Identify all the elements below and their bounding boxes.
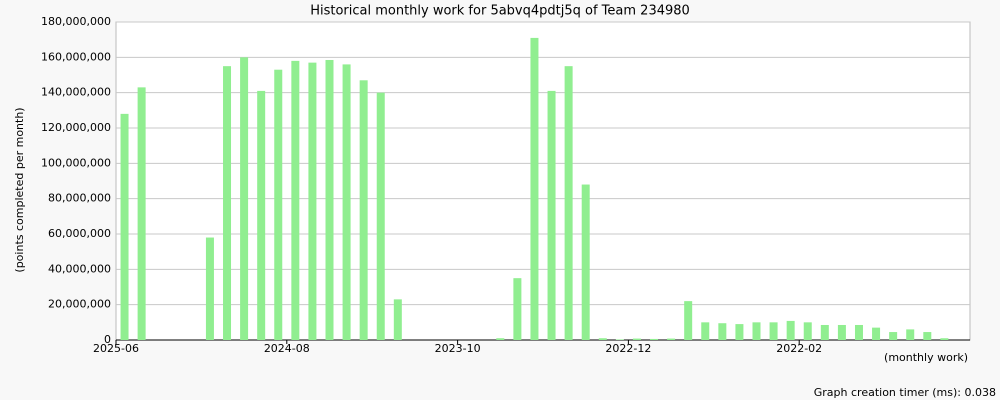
bar — [257, 90, 266, 341]
bar — [342, 64, 351, 341]
bar — [120, 113, 129, 340]
x-tick-label: 2025-06 — [93, 342, 139, 355]
bar — [205, 237, 214, 340]
bar — [769, 322, 778, 340]
y-tick-label: 100,000,000 — [41, 156, 111, 169]
bar — [837, 324, 846, 340]
x-tick-label: 2022-02 — [776, 342, 822, 355]
y-tick-label: 60,000,000 — [48, 227, 111, 240]
x-tick-label: 2024-08 — [264, 342, 310, 355]
bar — [274, 69, 283, 340]
bar — [650, 338, 659, 340]
bar — [291, 60, 300, 340]
y-axis-label: (points completed per month) — [13, 107, 26, 272]
bar — [496, 338, 505, 340]
y-tick-label: 40,000,000 — [48, 262, 111, 275]
bar — [820, 324, 829, 340]
bar — [598, 338, 607, 340]
bar — [667, 338, 676, 340]
y-tick-label: 80,000,000 — [48, 192, 111, 205]
bar — [889, 332, 898, 340]
bar — [632, 338, 641, 340]
bar — [376, 92, 385, 341]
bar — [940, 338, 949, 340]
bar — [325, 59, 334, 340]
bar — [240, 57, 249, 340]
bar — [223, 66, 232, 341]
y-tick-label: 120,000,000 — [41, 121, 111, 134]
footer: Graph creation timer (ms): 0.038 — [814, 386, 996, 399]
bar — [513, 278, 522, 340]
bar — [615, 339, 624, 340]
bar — [735, 324, 744, 340]
chart-title: Historical monthly work for 5abvq4pdtj5q… — [310, 4, 690, 19]
bar — [872, 327, 881, 340]
bar — [547, 90, 556, 341]
bar — [701, 322, 710, 340]
bar — [393, 299, 402, 340]
bar — [581, 184, 590, 340]
x-tick-label: 2023-10 — [435, 342, 481, 355]
bar — [752, 322, 761, 340]
bar — [923, 332, 932, 340]
bar — [359, 80, 368, 341]
y-tick-label: 180,000,000 — [41, 15, 111, 28]
y-tick-label: 160,000,000 — [41, 50, 111, 63]
bar — [564, 66, 573, 341]
bar — [137, 87, 146, 340]
bar — [854, 324, 863, 340]
bar — [718, 323, 727, 340]
x-tick-label: 2022-12 — [605, 342, 651, 355]
y-tick-label: 20,000,000 — [48, 298, 111, 311]
bar — [308, 62, 317, 341]
y-tick-label: 0 — [104, 333, 111, 346]
bar — [906, 329, 915, 340]
y-tick-label: 140,000,000 — [41, 86, 111, 99]
bar — [684, 301, 693, 340]
bar — [530, 37, 539, 341]
bar — [803, 322, 812, 340]
bar — [786, 320, 795, 340]
x-axis-label: (monthly work) — [884, 351, 968, 364]
